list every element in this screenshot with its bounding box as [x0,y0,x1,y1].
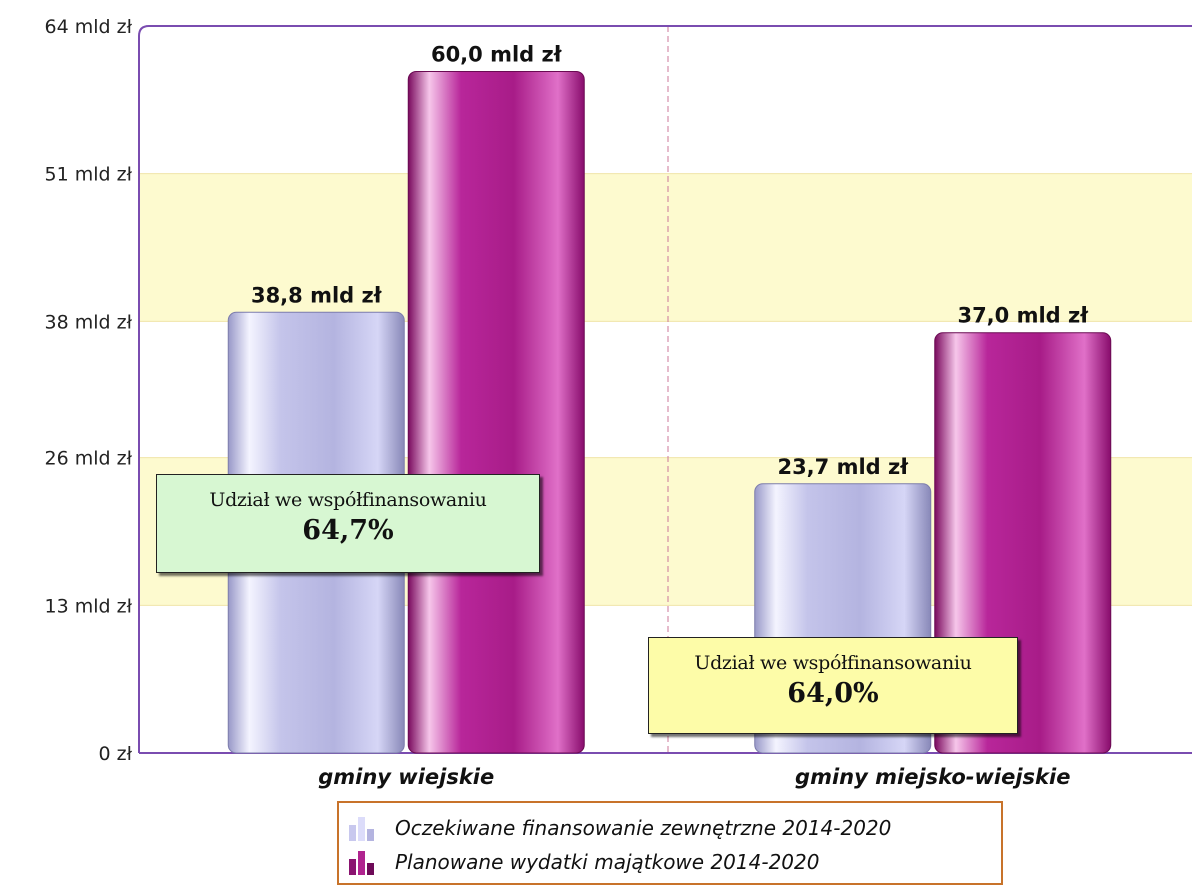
data-label: 37,0 mld zł [957,304,1089,328]
data-label: 60,0 mld zł [431,42,563,66]
legend-item[interactable]: Oczekiwane finansowanie zewnętrzne 2014-… [347,813,891,843]
data-label: 23,7 mld zł [777,455,909,479]
bar-chart-icon-light [349,817,374,841]
legend-label: Oczekiwane finansowanie zewnętrzne 2014-… [395,816,892,840]
annotation-text: Udział we współfinansowaniu [694,652,972,674]
category-label: gminy miejsko-wiejskie [795,765,1070,789]
bar [407,70,585,754]
y-tick-label: 26 mld zł [45,448,133,470]
bar-chart-icon-dark [349,851,374,875]
y-tick-label: 0 zł [98,743,132,765]
legend: Oczekiwane finansowanie zewnętrzne 2014-… [337,801,1003,885]
y-tick-label: 64 mld zł [45,16,133,38]
annotation-text: Udział we współfinansowaniu [209,489,487,511]
annotation-box-2: Udział we współfinansowaniu 64,0% [648,637,1018,734]
y-tick-label: 38 mld zł [45,311,133,333]
category-label: gminy wiejskie [318,765,494,789]
annotation-value: 64,0% [787,678,879,709]
legend-label: Planowane wydatki majątkowe 2014-2020 [395,850,820,874]
data-label: 38,8 mld zł [251,283,383,307]
annotation-box-1: Udział we współfinansowaniu 64,7% [156,474,540,573]
plot-frame [138,25,1192,753]
legend-item[interactable]: Planowane wydatki majątkowe 2014-2020 [347,847,819,877]
background-band [139,173,1192,322]
annotation-value: 64,7% [302,515,394,546]
y-tick-label: 13 mld zł [45,595,133,617]
y-tick-label: 51 mld zł [45,164,133,186]
